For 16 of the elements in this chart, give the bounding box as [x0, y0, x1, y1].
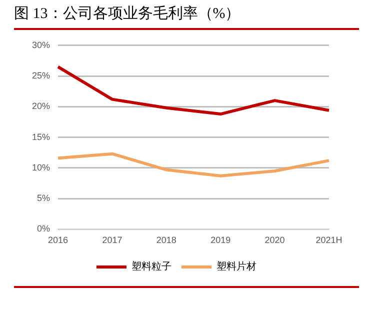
y-tick-label: 0%: [37, 224, 50, 234]
y-tick-label: 5%: [37, 193, 50, 204]
x-tick-label: 2019: [210, 235, 231, 246]
x-tick-label: 2020: [264, 235, 285, 246]
y-tick-label: 25%: [32, 70, 50, 81]
legend-label: 塑料片材: [216, 260, 256, 273]
chart-title: 图 13：公司各项业务毛利率（%）: [14, 4, 359, 30]
legend-label: 塑料粒子: [132, 260, 172, 273]
y-tick-label: 15%: [32, 132, 50, 142]
y-tick-label: 20%: [32, 101, 50, 112]
y-tick-label: 10%: [32, 162, 50, 172]
x-tick-label: 2016: [48, 235, 68, 246]
x-tick-label: 2017: [102, 235, 122, 246]
y-tick-label: 30%: [32, 40, 50, 50]
x-tick-label: 2021H: [316, 235, 342, 246]
x-tick-label: 2018: [156, 235, 176, 246]
